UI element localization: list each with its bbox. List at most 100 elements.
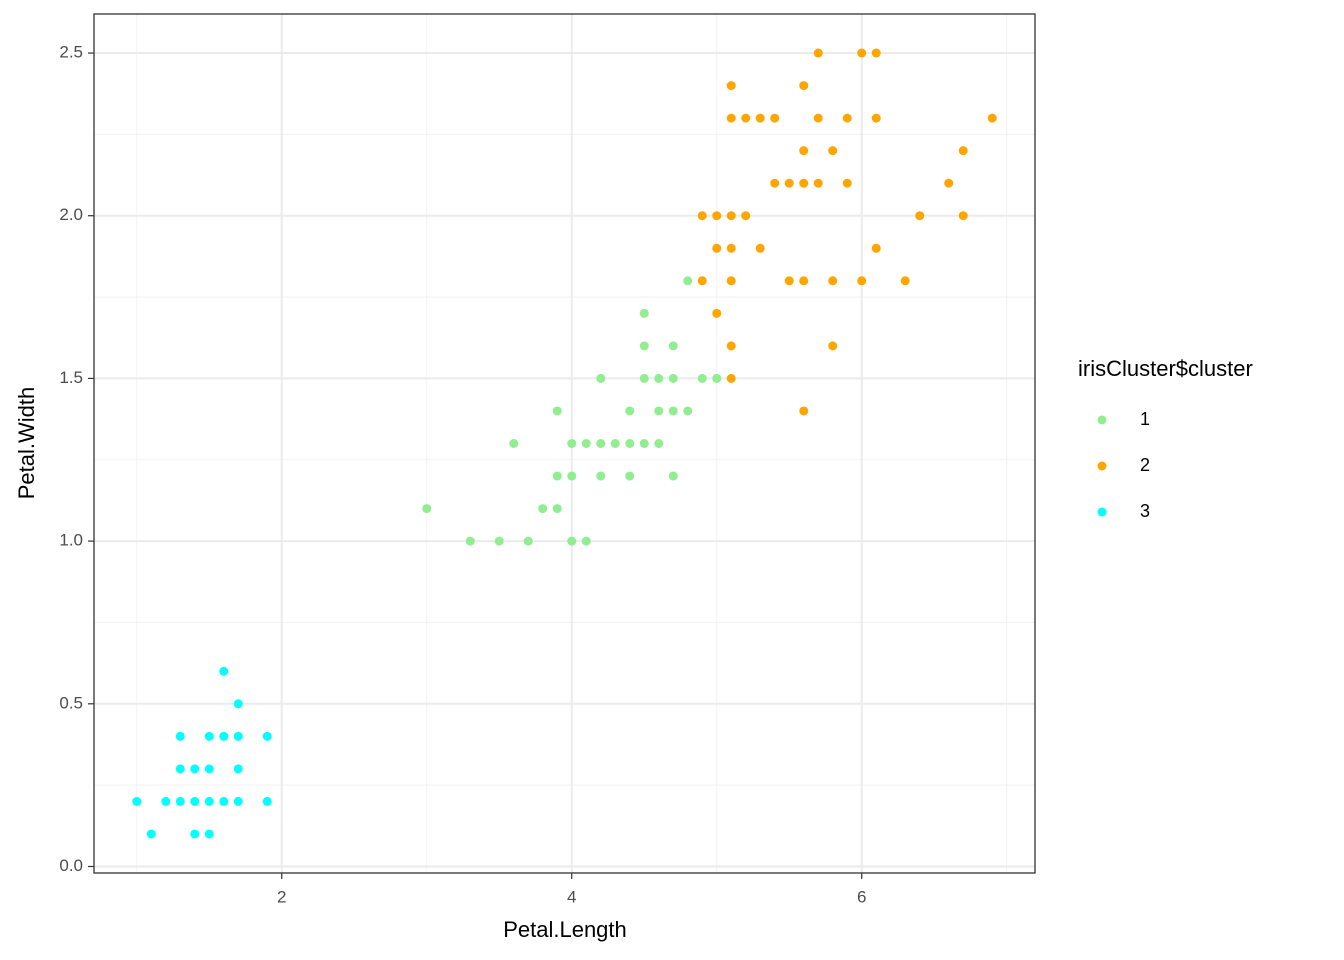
point — [567, 536, 577, 546]
point — [523, 536, 533, 546]
legend-label: 1 — [1140, 409, 1150, 429]
point — [596, 439, 606, 448]
point — [625, 471, 635, 481]
panel-border — [93, 13, 1036, 874]
point — [799, 146, 809, 156]
x-axis-title: Petal.Length — [503, 917, 627, 942]
point — [857, 276, 867, 286]
point — [871, 243, 881, 253]
point — [567, 439, 577, 448]
point — [204, 764, 214, 774]
point — [770, 113, 780, 123]
point — [233, 764, 243, 774]
point — [755, 243, 765, 253]
point — [813, 113, 823, 123]
point — [639, 373, 649, 383]
point — [712, 373, 722, 383]
point — [233, 699, 243, 709]
point — [842, 178, 852, 188]
point — [668, 341, 678, 351]
point — [697, 373, 707, 383]
point — [668, 406, 678, 416]
y-tick-label: 0.5 — [59, 693, 83, 712]
y-tick-label: 1.0 — [59, 531, 83, 550]
point — [813, 48, 823, 58]
x-tick-label: 6 — [857, 887, 866, 906]
point — [204, 796, 214, 806]
y-tick-label: 2.5 — [59, 43, 83, 62]
point — [552, 504, 562, 514]
point — [726, 211, 736, 221]
point — [494, 536, 504, 546]
point — [422, 504, 432, 514]
point — [697, 211, 707, 221]
point — [639, 308, 649, 318]
point — [799, 406, 809, 416]
point — [219, 731, 229, 741]
point — [813, 178, 823, 188]
point — [190, 796, 200, 806]
point — [552, 471, 562, 481]
point — [146, 829, 156, 839]
point — [755, 113, 765, 123]
point — [262, 731, 272, 741]
point — [654, 373, 664, 383]
point — [204, 829, 214, 839]
legend-key — [1097, 415, 1107, 425]
point — [233, 731, 243, 741]
point — [741, 113, 751, 123]
point — [175, 731, 185, 741]
point — [132, 796, 142, 806]
y-axis-title: Petal.Width — [14, 387, 39, 500]
legend-title: irisCluster$cluster — [1078, 356, 1253, 381]
point — [741, 211, 751, 221]
point — [726, 276, 736, 286]
point — [871, 48, 881, 58]
point — [625, 439, 635, 448]
point — [871, 113, 881, 123]
point — [567, 471, 577, 481]
point — [538, 504, 548, 514]
point — [668, 471, 678, 481]
point — [552, 406, 562, 416]
point — [596, 471, 606, 481]
point — [639, 439, 649, 448]
point — [625, 406, 635, 416]
point — [784, 178, 794, 188]
point — [770, 178, 780, 188]
point — [596, 373, 606, 383]
point — [204, 731, 214, 741]
point — [842, 113, 852, 123]
point — [654, 406, 664, 416]
y-tick-label: 0.0 — [59, 856, 83, 875]
point — [161, 796, 171, 806]
point — [915, 211, 925, 221]
point — [799, 276, 809, 286]
x-tick-label: 4 — [567, 887, 576, 906]
x-tick-label: 2 — [277, 887, 286, 906]
point — [799, 81, 809, 91]
legend-key — [1097, 461, 1107, 471]
point — [958, 211, 968, 221]
point — [262, 796, 272, 806]
point — [828, 276, 838, 286]
point — [654, 439, 664, 448]
legend-label: 3 — [1140, 501, 1150, 521]
point — [175, 796, 185, 806]
y-tick-label: 2.0 — [59, 205, 83, 224]
point — [581, 536, 591, 546]
point — [219, 796, 229, 806]
point — [639, 341, 649, 351]
point — [726, 341, 736, 351]
point — [610, 439, 620, 448]
point — [683, 276, 693, 286]
point — [668, 373, 678, 383]
point — [987, 113, 997, 123]
point — [581, 439, 591, 448]
point — [465, 536, 475, 546]
point — [828, 146, 838, 156]
point — [683, 406, 693, 416]
point — [828, 341, 838, 351]
point — [190, 764, 200, 774]
